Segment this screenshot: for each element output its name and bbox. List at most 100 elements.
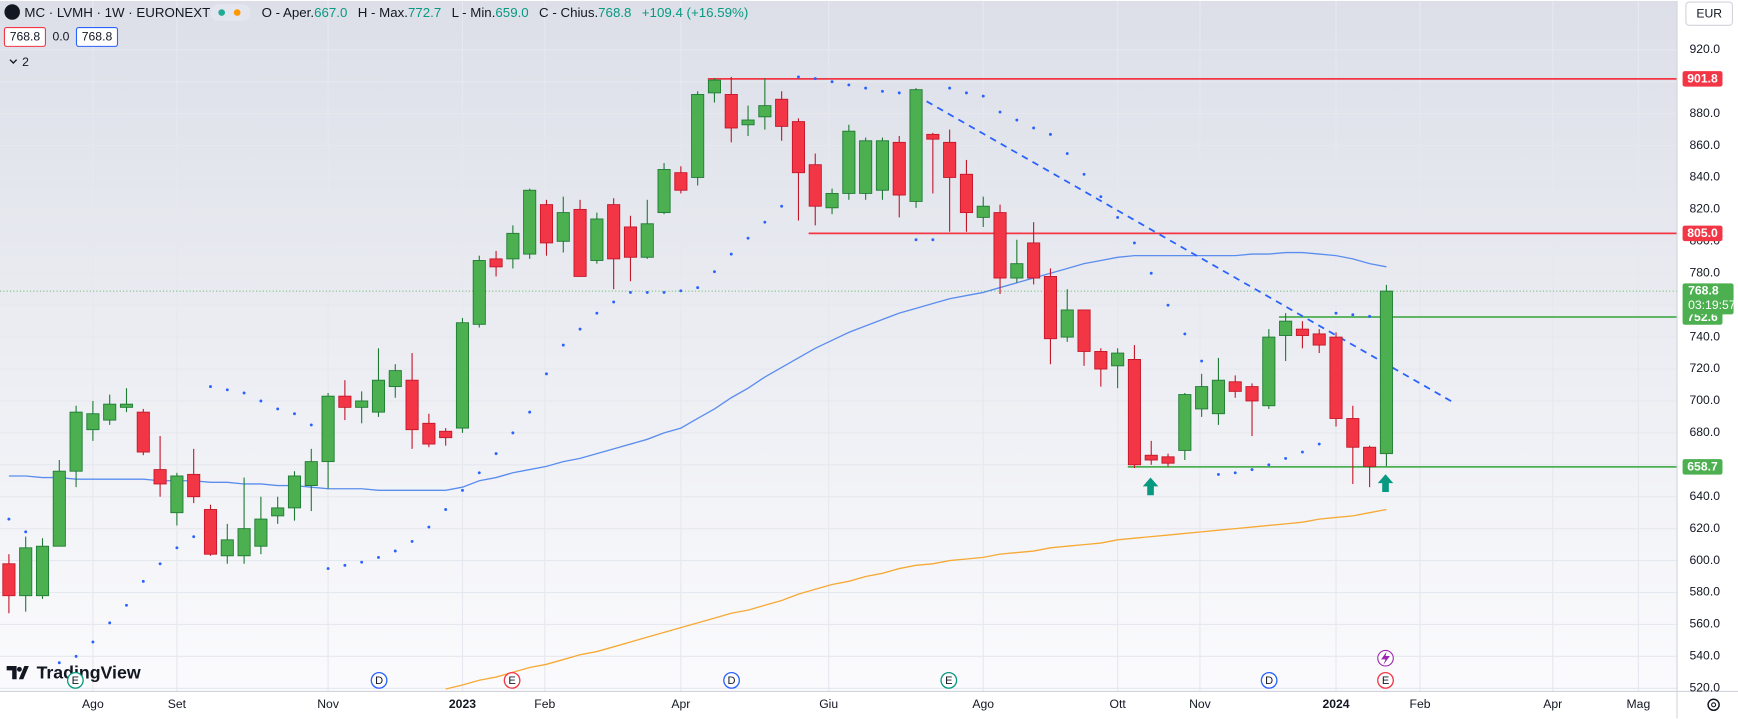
- candle-body: [791, 121, 805, 174]
- event-marker[interactable]: [66, 671, 84, 689]
- collapse-icon[interactable]: [9, 59, 18, 64]
- event-marker[interactable]: [370, 671, 388, 689]
- sar-dot: [1032, 126, 1036, 130]
- sar-dot: [7, 517, 11, 521]
- candle-body: [254, 518, 268, 547]
- level-label: 901.8: [1687, 72, 1718, 86]
- tv-logo-icon: [6, 665, 29, 680]
- sar-dot: [612, 300, 616, 304]
- legend: MC · LVMH · 1W · EURONEXT: [24, 5, 210, 20]
- level-label-box: [1682, 71, 1723, 87]
- candle-body: [439, 430, 453, 439]
- sar-dot: [746, 236, 750, 240]
- sar-dot: [1116, 215, 1120, 219]
- candle-body: [1127, 359, 1141, 466]
- signal-arrow: [1377, 474, 1394, 492]
- sar-dot: [511, 431, 515, 435]
- candle-body: [187, 473, 201, 498]
- x-tick-label: Feb: [534, 697, 555, 711]
- level-label: 805.0: [1687, 226, 1718, 240]
- sar-dot: [1233, 471, 1237, 475]
- sar-dot: [679, 289, 683, 293]
- candle-body: [1312, 333, 1326, 346]
- y-tick-label: 600.0: [1689, 553, 1720, 567]
- event-marker[interactable]: [723, 671, 740, 689]
- open-label: O - Aper.: [262, 5, 314, 20]
- sar-dot: [209, 385, 212, 389]
- candle-body: [674, 172, 688, 191]
- sar-dot: [965, 91, 968, 95]
- candle-body: [556, 212, 570, 242]
- candle-body: [657, 169, 671, 214]
- sar-dot: [1351, 313, 1355, 317]
- settings-icon[interactable]: [1707, 698, 1720, 712]
- sar-dot: [24, 530, 28, 534]
- candle-body: [909, 89, 923, 202]
- candle-body: [203, 509, 218, 555]
- y-tick-label: 540.0: [1689, 649, 1720, 663]
- candle-body: [573, 208, 587, 277]
- candle-body: [607, 204, 621, 260]
- sar-dot: [1149, 271, 1153, 275]
- candle-body: [2, 563, 16, 597]
- event-label: D: [728, 675, 736, 687]
- candle-body: [1111, 352, 1125, 367]
- indicators-count[interactable]: 2: [22, 55, 29, 69]
- tv-logo[interactable]: TradingView: [37, 662, 141, 682]
- x-tick-label: Apr: [1543, 697, 1562, 711]
- sar-dot: [410, 539, 414, 543]
- level-label: 658.7: [1687, 460, 1718, 474]
- candle-body: [1262, 336, 1276, 407]
- event-marker[interactable]: [1377, 671, 1394, 689]
- sar-dot: [108, 621, 112, 625]
- sar-dot: [1200, 359, 1204, 363]
- candle-body: [69, 411, 83, 472]
- candle-body: [1043, 275, 1057, 340]
- sar-dot: [931, 238, 935, 242]
- event-marker[interactable]: [1260, 671, 1278, 689]
- x-tick-label: Ago: [82, 697, 104, 711]
- close-value: 768.8: [598, 5, 631, 20]
- candle-body: [758, 105, 772, 118]
- level-label-box: [1682, 225, 1723, 242]
- sar-dot: [427, 525, 431, 529]
- sar-dot: [881, 89, 884, 93]
- candle-body: [287, 475, 302, 509]
- x-tick-label: Set: [168, 697, 187, 711]
- sar-dot: [225, 388, 229, 392]
- event-marker[interactable]: [940, 671, 958, 689]
- sar-dot: [1284, 456, 1288, 460]
- sar-dot: [847, 83, 851, 87]
- low-label: L - Min.: [452, 5, 496, 20]
- sar-dot: [377, 555, 380, 559]
- candle-body: [859, 140, 873, 194]
- candle-body: [623, 226, 638, 258]
- sar-dot: [1082, 172, 1086, 176]
- sar-dot: [948, 86, 952, 90]
- candle-body: [489, 258, 503, 268]
- open-value: 667.0: [314, 5, 347, 20]
- event-label: D: [375, 675, 383, 687]
- currency-box[interactable]: [1685, 1, 1734, 26]
- sar-dot: [1183, 332, 1187, 336]
- event-label: E: [508, 675, 515, 687]
- x-tick-label: Giu: [819, 697, 838, 711]
- sar-dot: [1267, 463, 1271, 467]
- lightning-icon: [1381, 651, 1390, 665]
- sar-dot: [1166, 303, 1170, 307]
- buy-box[interactable]: [75, 26, 119, 47]
- candle-body: [926, 133, 940, 140]
- sar-dot: [276, 407, 280, 411]
- sell-box[interactable]: [3, 26, 46, 47]
- candle-body: [405, 379, 419, 431]
- symbol[interactable]: MC · LVMH · 1W · EURONEXT: [24, 5, 210, 20]
- y-tick-label: 740.0: [1689, 329, 1720, 343]
- sar-dot: [242, 391, 246, 395]
- candle-body: [1245, 386, 1259, 402]
- event-marker[interactable]: [503, 671, 521, 689]
- sar-dot: [125, 603, 128, 607]
- sar-dot: [141, 579, 145, 583]
- close-label: C - Chius.: [539, 5, 598, 20]
- status-pill[interactable]: [210, 4, 251, 21]
- candle-body: [170, 475, 184, 514]
